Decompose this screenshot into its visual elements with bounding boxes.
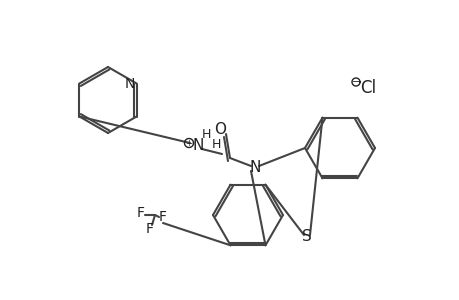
Text: F: F	[146, 222, 154, 236]
Text: −: −	[351, 77, 359, 87]
Text: H: H	[201, 128, 210, 140]
Text: N: N	[192, 137, 203, 152]
Text: Cl: Cl	[359, 79, 375, 97]
Text: H: H	[212, 139, 221, 152]
Text: N: N	[249, 160, 260, 175]
Text: N: N	[124, 76, 134, 91]
Text: O: O	[213, 122, 225, 137]
Text: F: F	[159, 210, 167, 224]
Text: F: F	[137, 206, 145, 220]
Text: S: S	[302, 230, 311, 244]
Text: +: +	[185, 139, 192, 148]
